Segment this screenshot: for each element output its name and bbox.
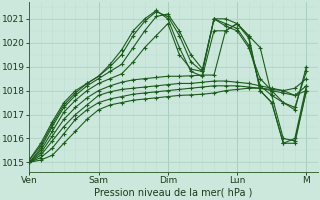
X-axis label: Pression niveau de la mer( hPa ): Pression niveau de la mer( hPa )	[94, 188, 253, 198]
